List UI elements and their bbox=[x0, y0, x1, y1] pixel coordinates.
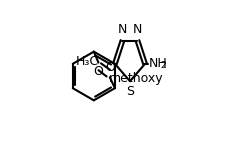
Text: NH: NH bbox=[149, 57, 168, 70]
Text: O: O bbox=[93, 65, 103, 78]
Text: methoxy: methoxy bbox=[108, 72, 163, 85]
Text: S: S bbox=[126, 85, 134, 98]
Text: 2: 2 bbox=[160, 61, 166, 70]
Text: O: O bbox=[105, 61, 115, 74]
Text: N: N bbox=[118, 24, 127, 36]
Text: H₃C: H₃C bbox=[76, 55, 99, 67]
Text: N: N bbox=[133, 24, 142, 36]
